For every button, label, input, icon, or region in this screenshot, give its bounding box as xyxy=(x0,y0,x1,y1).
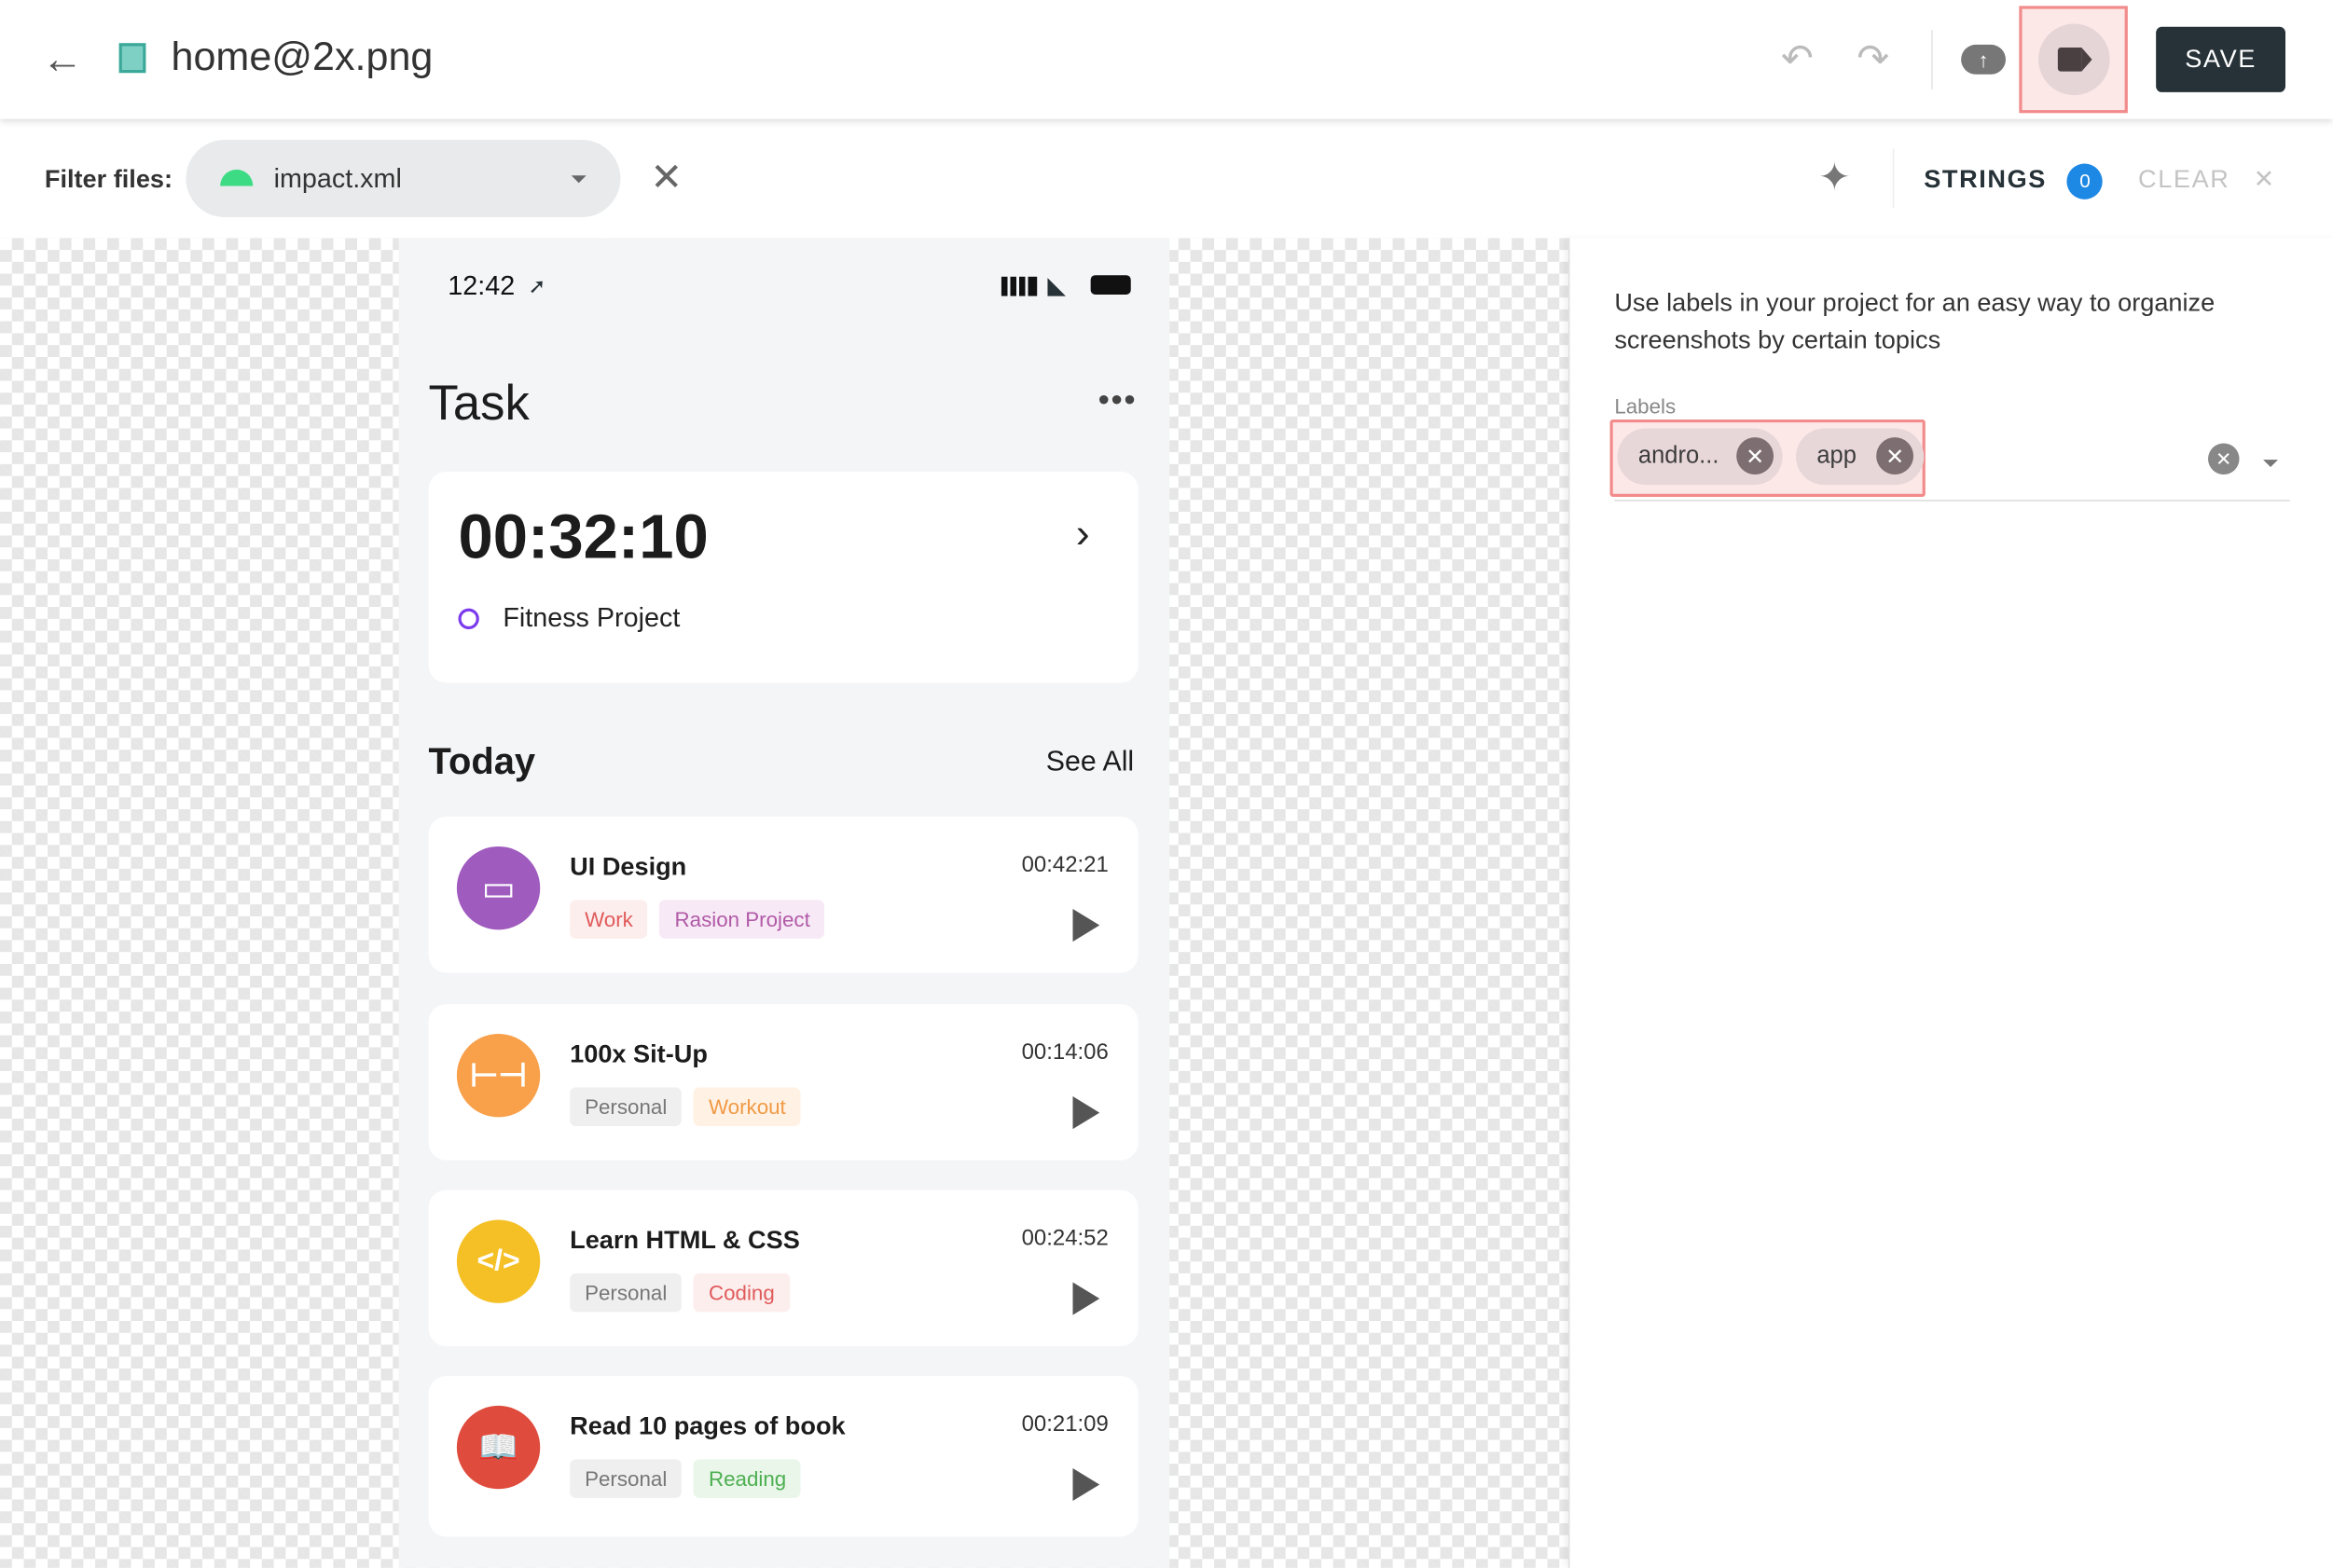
task-time: 00:42:21 xyxy=(1021,852,1109,878)
battery-icon xyxy=(1090,275,1131,295)
play-icon[interactable] xyxy=(1072,1096,1100,1130)
remove-label-icon[interactable]: ✕ xyxy=(1736,437,1774,475)
project-name: Fitness Project xyxy=(503,602,681,633)
book-icon: 📖 xyxy=(456,1405,541,1490)
label-chip[interactable]: andro... ✕ xyxy=(1617,428,1783,486)
save-button[interactable]: SAVE xyxy=(2156,26,2285,92)
clear-button[interactable]: CLEAR ✕ xyxy=(2138,165,2276,195)
monitor-icon: ▭ xyxy=(456,846,541,930)
play-icon[interactable] xyxy=(1072,1467,1100,1502)
task-card[interactable]: </> Learn HTML & CSS 00:24:52 Personal Co… xyxy=(428,1190,1139,1347)
strings-count-badge: 0 xyxy=(2066,163,2104,199)
see-all-link[interactable]: See All xyxy=(1045,747,1135,778)
dumbbell-icon: ⊢⊣ xyxy=(456,1034,541,1118)
chevron-right-icon: › xyxy=(1075,510,1090,557)
magic-wand-icon[interactable]: ✦ xyxy=(1817,154,1851,199)
label-chip-text: andro... xyxy=(1637,443,1719,469)
task-card[interactable]: 📖 Read 10 pages of book 00:21:09 Persona… xyxy=(428,1376,1139,1537)
file-filter-select[interactable]: impact.xml xyxy=(186,139,621,217)
labels-button[interactable] xyxy=(2038,23,2110,96)
task-time: 00:21:09 xyxy=(1021,1411,1109,1437)
undo-icon[interactable]: ↶ xyxy=(1781,35,1814,81)
task-tag: Reading xyxy=(694,1459,802,1498)
labels-field-title: Labels xyxy=(1614,393,1677,419)
strings-label: STRINGS xyxy=(1924,165,2047,194)
clear-filter-icon[interactable]: ✕ xyxy=(650,154,683,199)
back-arrow-icon[interactable]: ← xyxy=(41,35,84,82)
wifi-icon: ◣ xyxy=(1047,273,1067,299)
android-icon xyxy=(220,169,254,186)
task-title: Learn HTML & CSS xyxy=(570,1225,800,1255)
labels-dropdown-icon[interactable] xyxy=(2263,460,2279,468)
task-tag: Personal xyxy=(570,1272,683,1313)
task-tag: Work xyxy=(570,900,648,939)
play-icon[interactable] xyxy=(1072,908,1100,942)
task-tag: Coding xyxy=(694,1272,790,1313)
screenshot-canvas: 12:42 ➚ ◣ Task ••• 00:32:10 › Fitness Pr… xyxy=(0,238,1568,1568)
clear-labels-icon[interactable]: ✕ xyxy=(2208,443,2240,475)
task-tag: Workout xyxy=(694,1087,801,1126)
location-arrow-icon: ➚ xyxy=(528,273,546,298)
file-name: home@2x.png xyxy=(171,34,434,79)
task-card[interactable]: ▭ UI Design 00:42:21 Work Rasion Project xyxy=(428,817,1139,973)
status-time: 12:42 xyxy=(448,270,516,301)
label-tag-icon-tip xyxy=(2081,48,2092,72)
clear-label: CLEAR xyxy=(2138,165,2230,194)
project-circle-icon xyxy=(458,608,479,629)
task-card[interactable]: ⊢⊣ 100x Sit-Up 00:14:06 Personal Workout xyxy=(428,1004,1139,1161)
more-icon[interactable]: ••• xyxy=(1097,380,1138,419)
code-icon: </> xyxy=(456,1219,541,1303)
signal-icon xyxy=(1001,276,1038,296)
filter-label: Filter files: xyxy=(44,165,173,194)
timer-card[interactable]: 00:32:10 › Fitness Project xyxy=(428,471,1139,683)
close-icon: ✕ xyxy=(2253,165,2276,194)
section-title: Today xyxy=(428,740,536,783)
timer-value: 00:32:10 xyxy=(458,501,709,571)
image-file-icon xyxy=(118,43,146,74)
labels-underline xyxy=(1614,500,2290,502)
task-time: 00:24:52 xyxy=(1021,1225,1109,1251)
phone-screenshot: 12:42 ➚ ◣ Task ••• 00:32:10 › Fitness Pr… xyxy=(398,238,1170,1568)
chevron-down-icon xyxy=(571,175,587,184)
task-tag: Personal xyxy=(570,1087,683,1126)
task-title: UI Design xyxy=(570,852,687,881)
divider xyxy=(1931,29,1933,89)
task-time: 00:14:06 xyxy=(1021,1039,1109,1066)
selected-file: impact.xml xyxy=(273,163,402,194)
strings-button[interactable]: STRINGS 0 xyxy=(1924,163,2104,199)
task-title: Read 10 pages of book xyxy=(570,1411,846,1440)
label-tag-icon xyxy=(2057,48,2082,72)
redo-icon[interactable]: ↷ xyxy=(1857,35,1890,81)
label-chip-text: app xyxy=(1816,443,1857,469)
play-icon[interactable] xyxy=(1072,1282,1100,1315)
task-tag: Rasion Project xyxy=(659,900,825,939)
divider xyxy=(1892,148,1895,209)
task-tag: Personal xyxy=(570,1459,683,1498)
labels-description: Use labels in your project for an easy w… xyxy=(1614,288,2216,354)
top-bar: ← home@2x.png ↶ ↷ ↑ SAVE xyxy=(0,0,2333,119)
page-title: Task xyxy=(428,375,530,431)
task-title: 100x Sit-Up xyxy=(570,1039,708,1068)
label-chip[interactable]: app ✕ xyxy=(1796,428,1925,486)
labels-panel: Use labels in your project for an easy w… xyxy=(1567,238,2333,1568)
cloud-upload-icon[interactable]: ↑ xyxy=(1961,44,2007,75)
remove-label-icon[interactable]: ✕ xyxy=(1876,437,1914,475)
filter-bar: Filter files: impact.xml ✕ ✦ STRINGS 0 C… xyxy=(0,118,2333,239)
